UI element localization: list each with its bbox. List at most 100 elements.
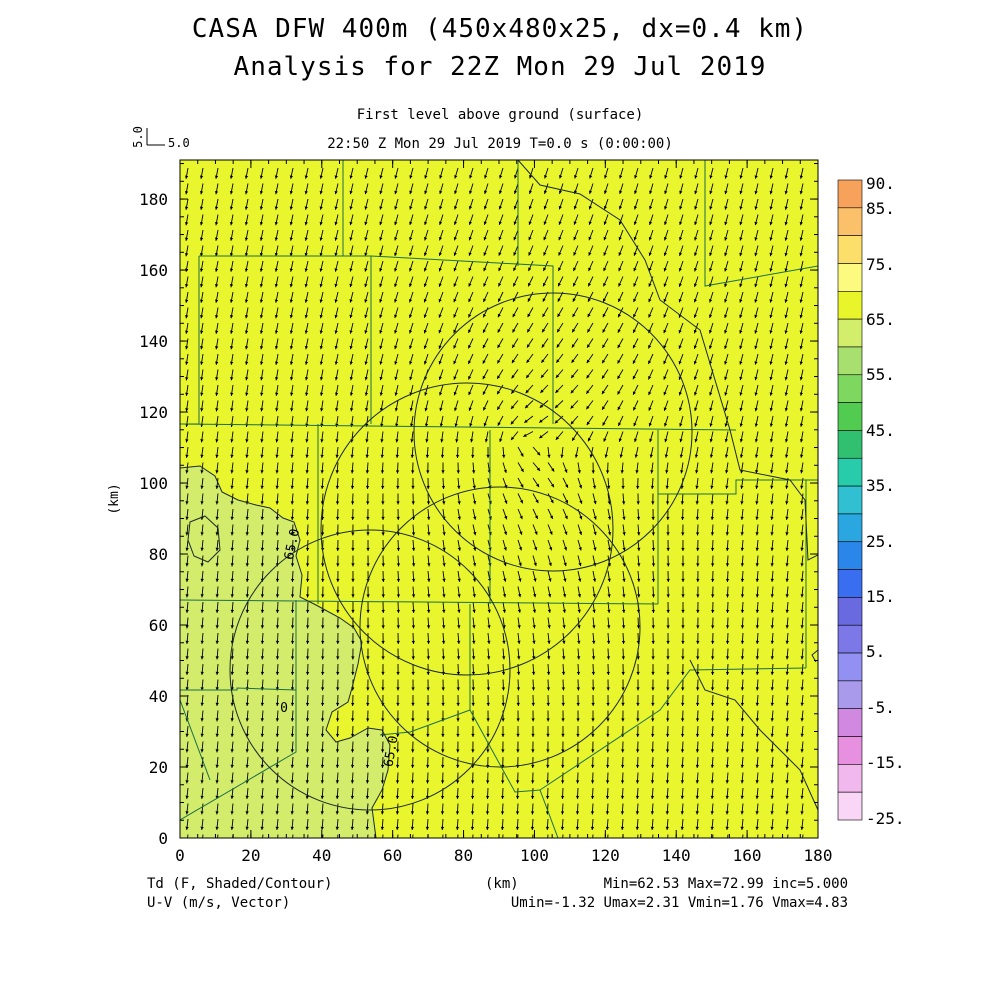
td-contours xyxy=(180,160,818,838)
wind-vector-head xyxy=(409,221,413,226)
wind-vector-head xyxy=(274,345,279,350)
wind-vector-head xyxy=(546,718,550,722)
wind-vector-head xyxy=(799,438,804,443)
wind-vector-head xyxy=(365,780,370,784)
wind-vector-head xyxy=(395,470,400,474)
x-tick-label: 0 xyxy=(175,846,185,865)
wind-vector-head xyxy=(230,718,234,722)
wind-vector-head xyxy=(533,562,537,567)
wind-vector-head xyxy=(259,346,264,350)
wind-vector-head xyxy=(438,345,442,349)
wind-vector-head xyxy=(185,439,189,443)
wind-vector-head xyxy=(579,500,583,504)
wind-vector-head xyxy=(528,221,532,225)
wind-vector-head xyxy=(602,406,606,410)
wind-vector-head xyxy=(200,361,204,365)
wind-vector-head xyxy=(335,454,339,458)
wind-vector-head xyxy=(350,780,355,784)
wind-vector-head xyxy=(366,563,370,567)
wind-vector-head xyxy=(784,423,789,427)
wind-vector-head xyxy=(739,345,743,350)
plot-subtitle: Analysis for 22Z Mon 29 Jul 2019 xyxy=(233,52,767,82)
wind-vector-head xyxy=(411,656,415,660)
wind-vector xyxy=(772,834,774,838)
wind-vector-head xyxy=(710,671,715,675)
wind-vector-head xyxy=(740,501,744,505)
wind-vector-head xyxy=(696,609,700,613)
wind-vector-head xyxy=(725,625,730,629)
wind-vector-head xyxy=(438,329,442,334)
colorbar-swatch xyxy=(837,430,863,459)
wind-vector-head xyxy=(650,764,655,768)
wind-vector-head xyxy=(379,237,383,241)
wind-vector-head xyxy=(784,221,788,226)
wind-vector-head xyxy=(681,671,685,675)
wind-vector-head xyxy=(289,330,294,334)
wind-vector-head xyxy=(244,206,249,210)
colorbar-swatch xyxy=(837,207,863,236)
wind-vector-head xyxy=(334,206,338,210)
wind-vector-head xyxy=(438,298,442,303)
wind-vector-head xyxy=(542,328,546,333)
wind-vector-head xyxy=(456,687,460,691)
wind-vector-head xyxy=(304,299,308,303)
wind-vector-head xyxy=(724,454,729,458)
y-tick-label: 160 xyxy=(139,261,168,280)
wind-vector-head xyxy=(483,190,488,194)
vector-stats: Umin=-1.32 Umax=2.31 Vmin=1.76 Vmax=4.83 xyxy=(510,895,848,911)
wind-vector-head xyxy=(575,780,580,784)
wind-vector-head xyxy=(531,842,534,845)
wind-vector-head xyxy=(541,359,545,363)
wind-vector xyxy=(367,834,369,838)
wind-vector-head xyxy=(515,795,520,799)
wind-vector-head xyxy=(681,609,685,613)
wind-vector-head xyxy=(755,811,759,815)
wind-vector-head xyxy=(586,421,590,426)
wind-vector-head xyxy=(800,811,804,815)
wind-vector-head xyxy=(379,330,383,334)
wind-vector-head xyxy=(366,532,370,536)
wind-vector-head xyxy=(441,640,446,644)
wind-vector-head xyxy=(304,345,309,350)
wind-vector-head xyxy=(455,811,460,815)
wind-vector-head xyxy=(245,516,249,520)
wind-vector-head xyxy=(185,516,189,520)
wind-vector-head xyxy=(260,780,264,784)
wind-vector-head xyxy=(570,389,575,394)
wind-vector-head xyxy=(482,344,486,349)
wind-vector-head xyxy=(245,454,249,458)
wind-vector-head xyxy=(602,422,606,426)
wind-vector-head xyxy=(185,609,189,613)
wind-vector-head xyxy=(564,515,568,520)
wind-vector-head xyxy=(755,826,759,830)
wind-vector-head xyxy=(694,454,699,458)
wind-vector-head xyxy=(306,842,309,845)
wind-vector-head xyxy=(678,345,682,349)
wind-vector-head xyxy=(379,283,383,288)
wind-vector-head xyxy=(755,516,759,520)
wind-vector-head xyxy=(709,454,714,458)
wind-vector-head xyxy=(230,609,234,613)
y-tick-label: 140 xyxy=(139,332,168,351)
wind-vector-head xyxy=(502,609,506,613)
wind-vector-head xyxy=(200,764,204,768)
wind-vector-head xyxy=(709,252,713,257)
wind-vector-head xyxy=(351,671,355,675)
wind-vector-head xyxy=(592,594,596,598)
wind-vector-head xyxy=(546,842,549,845)
wind-vector-head xyxy=(617,344,621,349)
wind-vector-head xyxy=(680,780,685,784)
wind-vector-head xyxy=(199,284,204,288)
wind-vector-head xyxy=(351,656,355,660)
wind-vector-head xyxy=(606,718,610,722)
colorbar-swatch xyxy=(837,513,863,543)
wind-vector-head xyxy=(245,640,250,644)
wind-vector-head xyxy=(695,764,700,768)
wind-vector-head xyxy=(633,236,637,241)
wind-vector-head xyxy=(501,764,505,768)
wind-vector-head xyxy=(770,733,774,737)
wind-vector-head xyxy=(564,469,568,473)
wind-vector-head xyxy=(215,656,219,660)
wind-vector-head xyxy=(725,811,729,815)
wind-vector-head xyxy=(725,640,730,644)
